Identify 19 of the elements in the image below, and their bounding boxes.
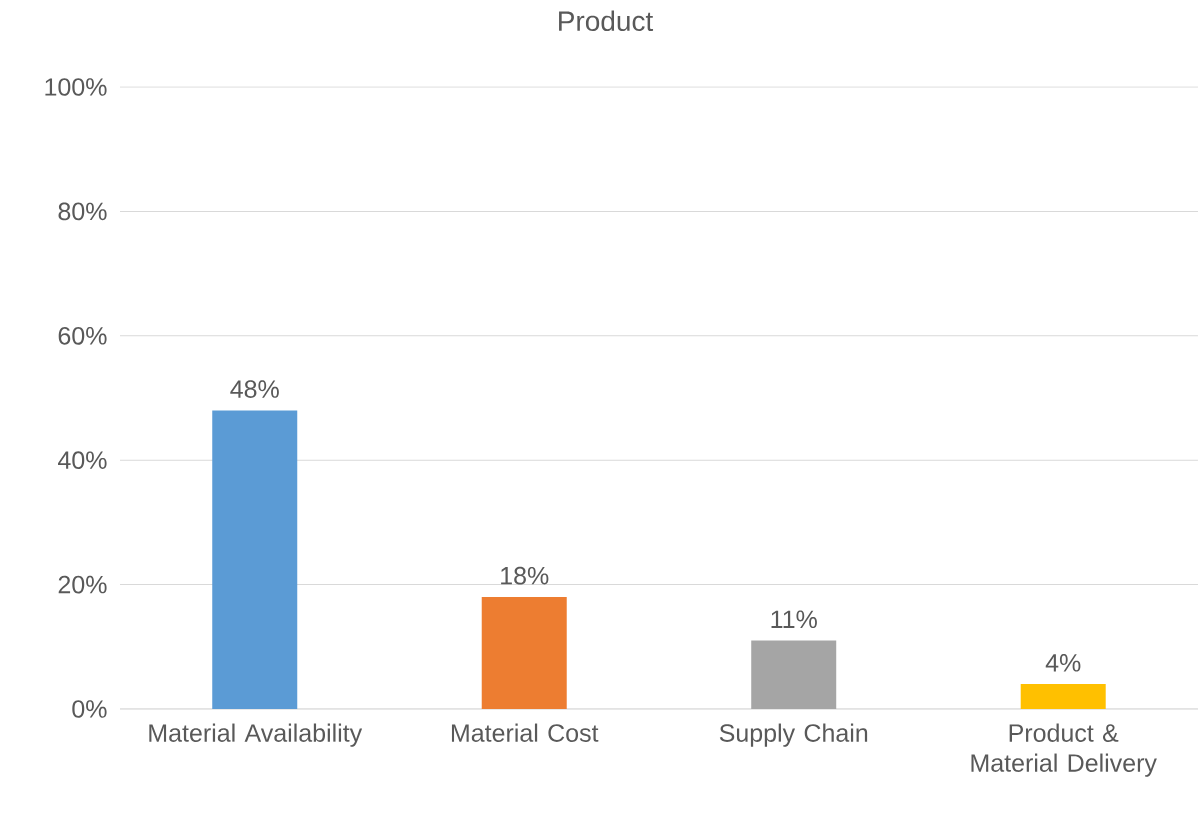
data-label: 4% (1045, 654, 1081, 672)
bar (1020, 684, 1106, 709)
y-tick-label: 80% (58, 202, 107, 221)
chart-title: Product (559, 10, 654, 32)
data-label: 11% (771, 610, 817, 629)
x-tick-label: Supply Chain (719, 723, 868, 747)
y-tick-label: 0% (72, 700, 107, 718)
data-label: 18% (501, 566, 549, 585)
y-tick-label: 60% (58, 326, 107, 345)
bar (212, 410, 298, 709)
x-tick-label: Product & Material Delivery (971, 723, 1157, 777)
data-label: 48% (230, 380, 279, 398)
y-tick-label: 20% (58, 575, 107, 594)
y-tick-label: 100% (45, 78, 107, 96)
bar (481, 597, 567, 709)
x-tick-label: Material Cost (451, 723, 599, 742)
x-tick-label: Material Availability (149, 723, 363, 747)
y-tick-label: 40% (58, 451, 107, 470)
bar (751, 640, 837, 709)
